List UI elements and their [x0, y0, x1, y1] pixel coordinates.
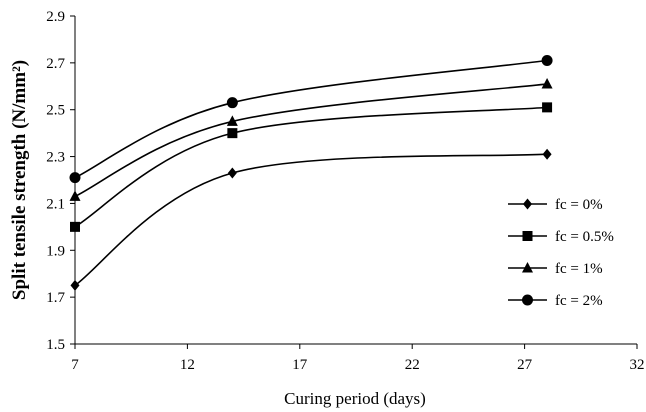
y-tick-label: 2.9 [46, 9, 65, 25]
series-line-3 [74, 83, 548, 198]
legend-label: fc = 2% [555, 293, 603, 309]
y-tick-label: 2.7 [46, 56, 65, 72]
x-tick-label: 32 [630, 357, 645, 373]
data-point-series-4 [69, 172, 81, 184]
legend-item: fc = 2% [508, 293, 603, 309]
y-tick-label: 2.3 [46, 150, 65, 166]
legend-marker [522, 294, 533, 306]
legend-marker [522, 262, 533, 273]
legend-item: fc = 0.5% [508, 229, 614, 245]
legend-label: fc = 0% [555, 197, 603, 213]
legend-marker [522, 231, 533, 241]
y-tick-label: 2.1 [46, 196, 65, 212]
data-point-series-4 [541, 55, 553, 67]
data-point-series-2 [542, 102, 553, 113]
data-point-series-1 [542, 148, 552, 160]
y-tick-label: 2.5 [46, 103, 65, 119]
data-point-series-4 [226, 97, 238, 109]
series-line-2 [74, 106, 548, 228]
data-point-series-3 [69, 190, 81, 201]
y-axis-title: Split tensile strength (N/mm²) [9, 60, 30, 300]
legend-label: fc = 1% [555, 261, 603, 277]
series-lines [74, 59, 548, 287]
legend-item: fc = 1% [508, 261, 603, 277]
data-point-series-3 [541, 77, 553, 89]
x-tick-label: 27 [517, 357, 533, 373]
y-tick-label: 1.7 [46, 290, 65, 306]
series-line-4 [74, 59, 548, 179]
legend-marker [523, 198, 532, 210]
x-tick-label: 12 [180, 357, 195, 373]
legend-item: fc = 0% [508, 197, 603, 213]
legend: fc = 0% fc = 0.5% fc = 1% fc = 2% [508, 197, 614, 309]
data-point-series-2 [227, 128, 238, 139]
x-tick-label: 7 [71, 357, 79, 373]
axes: 1.5 1.7 1.9 2.1 2.3 2.5 2.7 2.9 7 12 17 22 27 32 [46, 9, 644, 373]
data-point-series-1 [70, 279, 80, 291]
y-tick-label: 1.9 [46, 243, 65, 259]
series-markers [69, 55, 553, 291]
data-point-series-2 [70, 221, 80, 232]
x-axis-title: Curing period (days) [284, 389, 426, 408]
y-tick-label: 1.5 [46, 337, 65, 353]
x-tick-label: 22 [405, 357, 420, 373]
x-tick-label: 17 [292, 357, 308, 373]
legend-label: fc = 0.5% [555, 229, 614, 245]
data-point-series-1 [227, 167, 237, 179]
data-point-series-3 [226, 115, 238, 126]
series-line-1 [74, 153, 548, 287]
